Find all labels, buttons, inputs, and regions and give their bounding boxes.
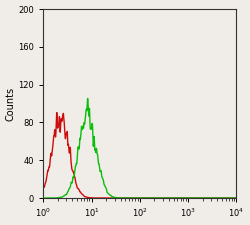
- Y-axis label: Counts: Counts: [6, 86, 16, 121]
